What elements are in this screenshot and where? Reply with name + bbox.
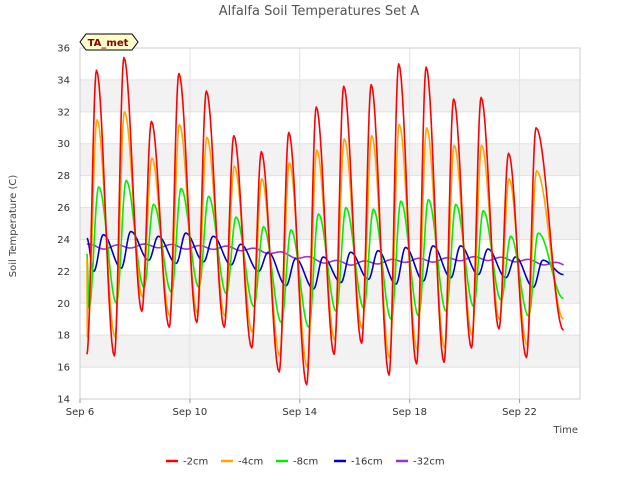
legend-item-minus-16cm: -16cm	[334, 457, 383, 468]
legend-label: -2cm	[183, 457, 208, 468]
ta-met-badge: TA_met	[79, 33, 139, 51]
series-line-minus-16cm	[86, 230, 564, 290]
y-axis-ticks: 14 16 18 20 22 24 26 28 30 32 34 36	[57, 44, 70, 406]
plot-band	[80, 175, 580, 208]
legend-label: -32cm	[413, 457, 445, 468]
badge-shape	[79, 33, 139, 51]
y-tick-label: 28	[57, 171, 70, 182]
x-axis-label: Time	[553, 425, 578, 436]
y-tick-label: 24	[57, 235, 70, 246]
y-tick-label: 16	[57, 363, 70, 374]
plot-band	[80, 48, 580, 80]
legend-item-minus-2cm: -2cm	[166, 457, 208, 468]
x-axis-ticks: Sep 6 Sep 10 Sep 14 Sep 18 Sep 22	[66, 399, 537, 418]
legend-item-minus-4cm: -4cm	[221, 457, 263, 468]
series-line-minus-2cm	[86, 56, 565, 386]
y-tick-label: 26	[57, 203, 70, 214]
x-tick-label: Sep 18	[392, 407, 427, 418]
legend-label: -4cm	[238, 457, 263, 468]
badge-text: TA_met	[88, 38, 129, 49]
plot-band	[80, 207, 580, 240]
x-tick-label: Sep 10	[173, 407, 208, 418]
y-tick-label: 36	[57, 44, 70, 55]
legend-label: -16cm	[351, 457, 383, 468]
y-axis-label: Soil Temperature (C)	[8, 175, 19, 278]
legend: -2cm -4cm -8cm -16cm -32cm	[166, 457, 445, 468]
plot-band	[80, 143, 580, 176]
legend-item-minus-32cm: -32cm	[396, 457, 445, 468]
plot-band	[80, 367, 580, 399]
y-tick-label: 20	[57, 299, 70, 310]
x-tick-label: Sep 14	[282, 407, 317, 418]
y-tick-label: 32	[57, 107, 70, 118]
x-tick-label: Sep 22	[502, 407, 537, 418]
legend-item-minus-8cm: -8cm	[276, 457, 318, 468]
legend-label: -8cm	[293, 457, 318, 468]
y-tick-label: 34	[57, 75, 70, 86]
y-tick-label: 22	[57, 267, 70, 278]
x-tick-label: Sep 6	[66, 407, 94, 418]
series-layer	[86, 56, 565, 386]
chart-title: Alfalfa Soil Temperatures Set A	[219, 4, 420, 19]
y-tick-label: 14	[57, 395, 70, 406]
plot-band	[80, 79, 580, 112]
plot-band	[80, 335, 580, 368]
y-tick-label: 30	[57, 139, 70, 150]
y-tick-label: 18	[57, 331, 70, 342]
plot-frame	[79, 47, 581, 400]
plot-band	[80, 111, 580, 144]
